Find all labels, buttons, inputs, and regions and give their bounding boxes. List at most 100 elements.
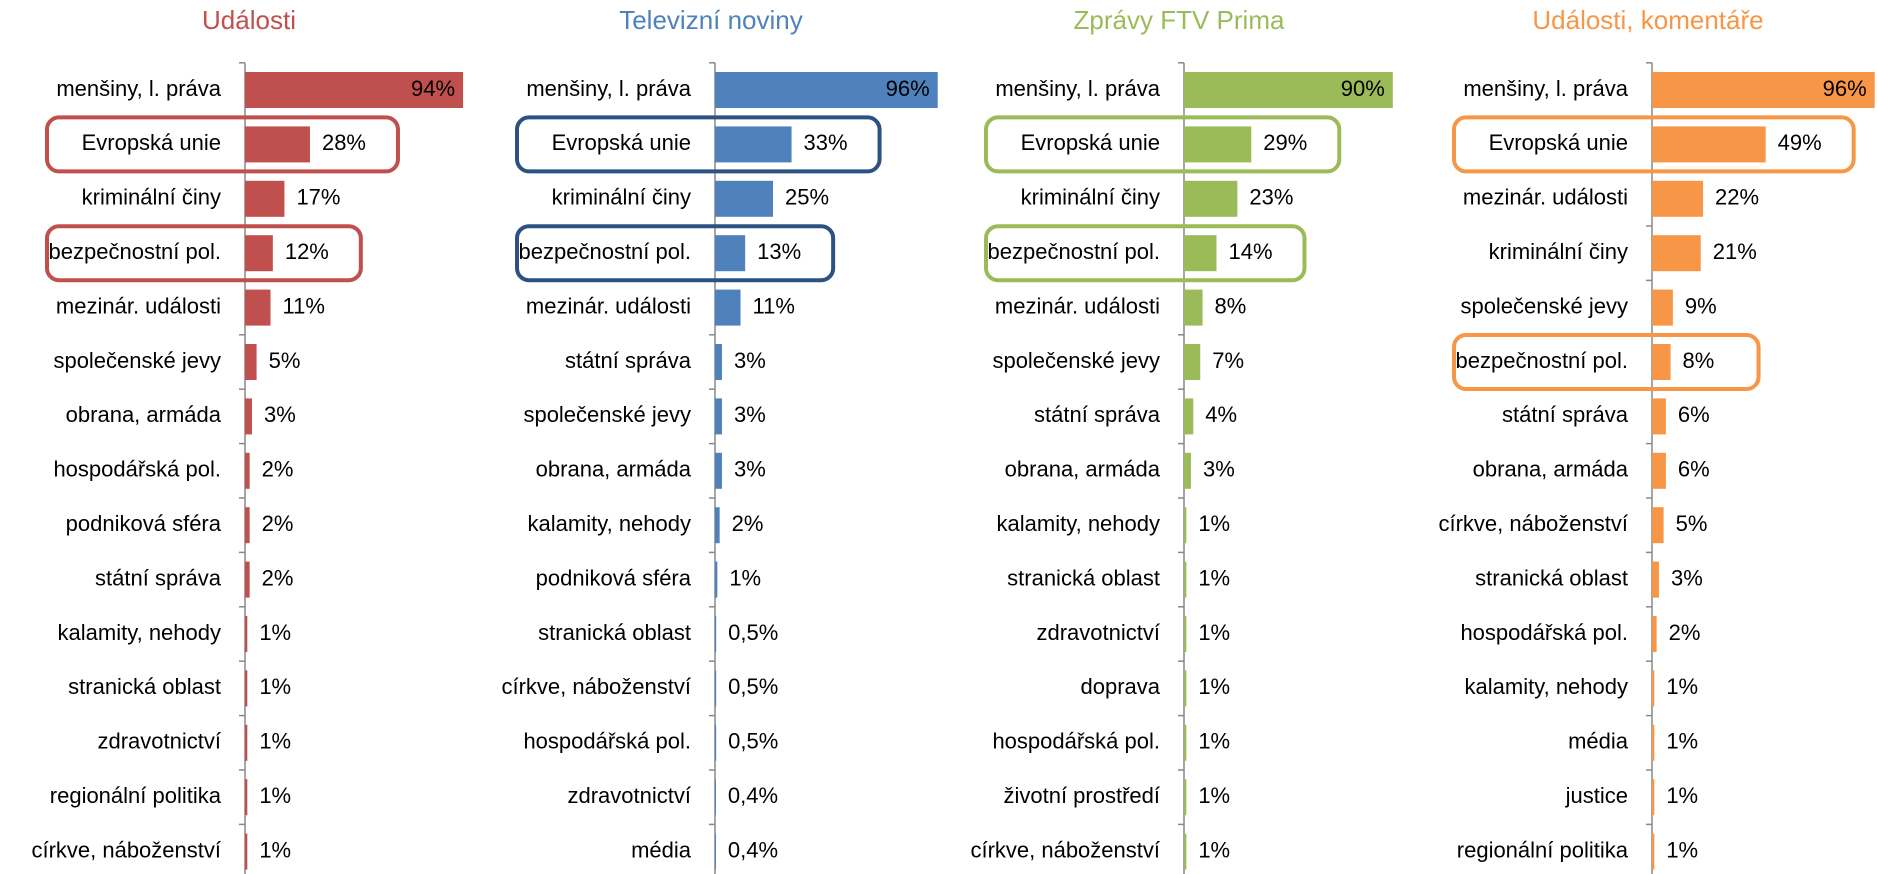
bar [245,180,285,217]
bar [245,561,250,598]
bar [715,72,938,108]
bar [1184,398,1194,435]
value-label: 2% [732,511,764,536]
bar [245,507,250,544]
value-label: 14% [1228,239,1272,264]
bar [1652,833,1655,870]
highlight-box [45,115,400,174]
category-label: společenské jevy [523,402,691,427]
value-label: 0,4% [728,837,778,862]
value-label: 1% [1198,674,1230,699]
value-label: 96% [886,76,930,101]
value-label: 33% [804,130,848,155]
highlight-box [984,224,1307,283]
value-label: 6% [1678,457,1710,482]
value-label: 1% [1198,729,1230,754]
bar [245,235,273,272]
category-label: společenské jevy [1460,293,1628,318]
bar [1184,235,1217,272]
category-label: média [631,837,692,862]
highlight-box [515,115,882,174]
category-label: bezpečnostní pol. [988,239,1160,264]
category-label: menšiny, l. práva [995,76,1160,101]
value-label: 1% [1198,620,1230,645]
category-label: média [1568,729,1629,754]
value-label: 23% [1249,185,1293,210]
value-label: 0,5% [728,674,778,699]
value-label: 2% [262,565,294,590]
value-label: 3% [734,402,766,427]
category-label: menšiny, l. práva [56,76,221,101]
value-label: 9% [1685,293,1717,318]
value-label: 11% [283,293,325,318]
highlight-box [515,224,836,283]
category-label: zdravotnictví [568,783,692,808]
value-label: 1% [1198,783,1230,808]
bar [715,398,722,435]
value-label: 1% [1198,837,1230,862]
bar [1184,833,1187,870]
value-label: 1% [1666,729,1698,754]
category-label: podniková sféra [66,511,222,536]
category-label: Evropská unie [82,130,221,155]
category-label: mezinár. události [526,293,691,318]
value-label: 3% [734,457,766,482]
value-label: 2% [262,457,294,482]
bar [1184,616,1187,652]
category-label: bezpečnostní pol. [1456,348,1628,373]
highlight-box [984,115,1342,174]
value-label: 1% [1198,511,1230,536]
category-label: mezinár. události [56,293,221,318]
category-label: státní správa [565,348,692,373]
category-label: obrana, armáda [1473,457,1629,482]
value-label: 29% [1263,130,1307,155]
bar [1184,452,1191,489]
category-label: státní správa [95,565,222,590]
chart-title: Televizní noviny [619,5,803,35]
category-label: církve, náboženství [970,837,1160,862]
value-label: 8% [1215,293,1247,318]
bar [715,833,716,870]
category-label: hospodářská pol. [523,729,691,754]
value-label: 6% [1678,402,1710,427]
value-label: 1% [259,783,291,808]
bar [245,452,250,489]
category-label: bezpečnostní pol. [519,239,691,264]
value-label: 5% [269,348,301,373]
category-label: společenské jevy [992,348,1160,373]
bar [1652,724,1655,761]
value-label: 2% [1669,620,1701,645]
category-label: hospodářská pol. [992,729,1160,754]
value-label: 0,5% [728,620,778,645]
bar [1184,670,1187,707]
category-label: kriminální činy [1489,239,1628,264]
value-label: 2% [262,511,294,536]
value-label: 1% [259,729,291,754]
category-label: kriminální činy [552,185,691,210]
category-label: justice [1565,783,1628,808]
chart-title: Zprávy FTV Prima [1074,5,1285,35]
category-label: stranická oblast [538,620,691,645]
bar [715,561,718,598]
bar [715,670,717,707]
category-label: doprava [1080,674,1160,699]
category-label: hospodářská pol. [1460,620,1628,645]
category-label: zdravotnictví [98,729,222,754]
value-label: 3% [264,402,296,427]
bar [245,289,271,326]
category-label: stranická oblast [68,674,221,699]
category-label: menšiny, l. práva [1463,76,1628,101]
value-label: 12% [285,239,329,264]
category-label: státní správa [1034,402,1161,427]
bar [1184,507,1187,544]
bar [1184,724,1187,761]
value-label: 1% [1666,783,1698,808]
bar [245,126,310,163]
bar [245,398,252,435]
bar [245,833,248,870]
bar [245,779,248,816]
value-label: 1% [259,620,291,645]
category-label: kriminální činy [82,185,221,210]
value-label: 28% [322,130,366,155]
